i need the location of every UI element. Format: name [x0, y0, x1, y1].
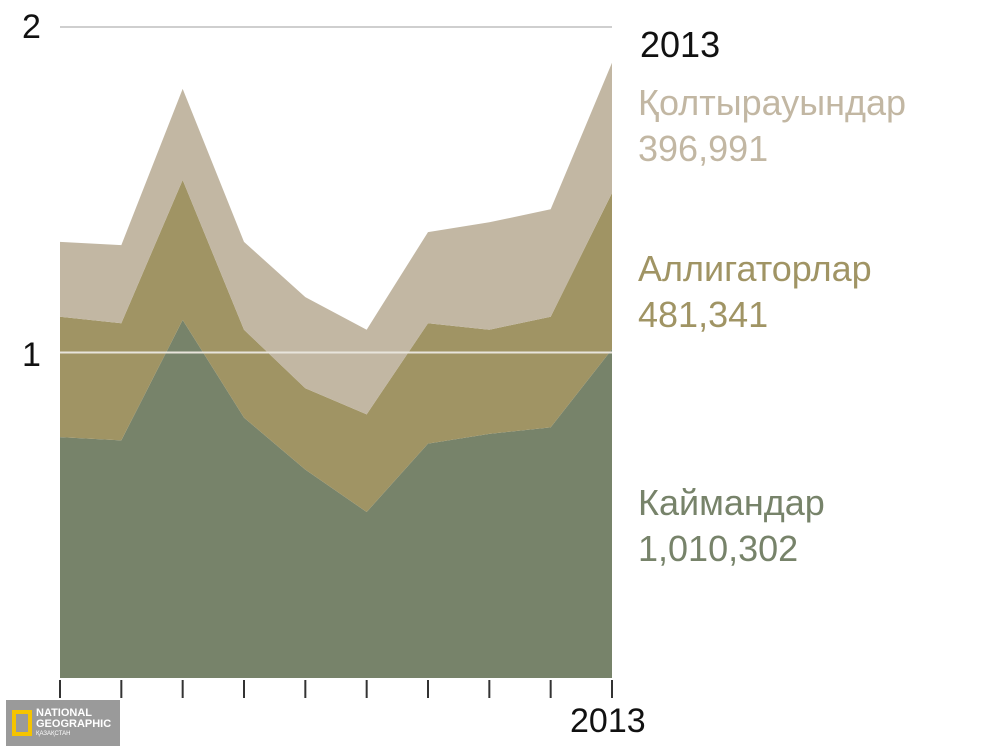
area-series-1 [60, 179, 612, 512]
legend-value: 481,341 [638, 294, 769, 335]
national-geographic-logo: NATIONAL GEOGRAPHIC ҚАЗАҚСТАН [6, 700, 120, 746]
legend-value: 1,010,302 [638, 528, 799, 569]
area-layer [60, 62, 612, 678]
yellow-frame-icon [12, 710, 32, 736]
x-tick-2013: 2013 [570, 702, 646, 740]
legend-label: Каймандар [638, 482, 825, 523]
logo-line3: ҚАЗАҚСТАН [36, 731, 71, 737]
area-series-0 [60, 319, 612, 678]
legend-value: 396,991 [638, 128, 769, 169]
legend-year: 2013 [640, 24, 721, 65]
legend-entry-alligatorlar: Аллигаторлар 481,341 [638, 246, 872, 338]
legend-entry-kaimandar: Каймандар 1,010,302 [638, 480, 825, 572]
x-axis [59, 680, 613, 698]
gridlines [60, 26, 612, 354]
y-tick-1: 1 [22, 336, 41, 374]
logo-line1: NATIONAL [36, 707, 93, 719]
legend-entry-koltyrauyndar: Қолтырауындар 396,991 [638, 80, 906, 172]
logo-line2: GEOGRAPHIC [36, 718, 112, 730]
area-series-2 [60, 62, 612, 415]
legend-label: Аллигаторлар [638, 248, 872, 289]
legend-label: Қолтырауындар [638, 82, 907, 123]
y-tick-2: 2 [22, 8, 41, 46]
